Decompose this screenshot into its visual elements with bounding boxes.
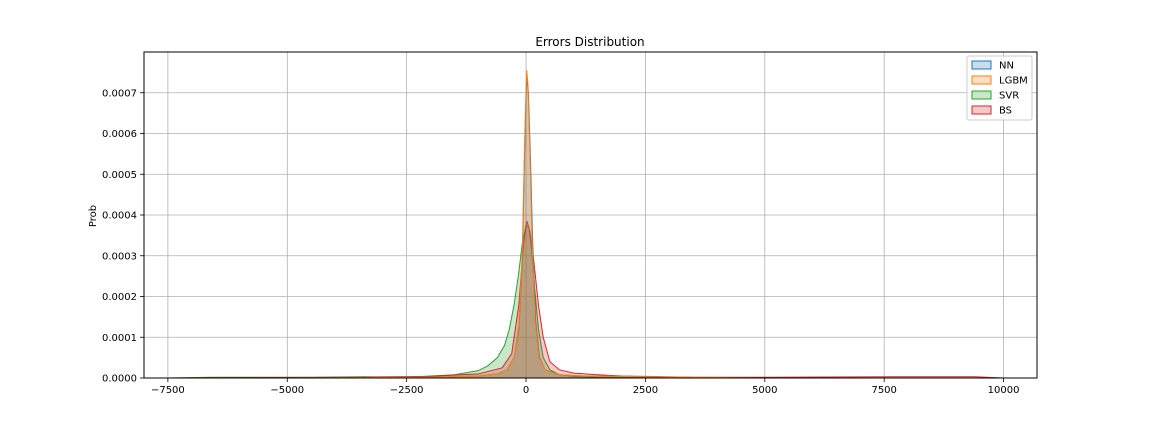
- legend-label-bs: BS: [999, 106, 1012, 117]
- y-tick-label: 0.0000: [102, 374, 137, 385]
- legend-swatch-bs: [971, 105, 992, 115]
- x-tick-label: 7500: [871, 385, 896, 396]
- y-tick-label: 0.0003: [102, 251, 137, 262]
- line-lgbm: [167, 70, 1004, 379]
- legend-label-lgbm: LGBM: [999, 76, 1028, 87]
- y-tick-label: 0.0007: [102, 88, 137, 99]
- legend-swatch-lgbm: [971, 75, 992, 85]
- x-tick-label: −7500: [151, 385, 185, 396]
- y-axis: 0.0000 0.0001 0.0002 0.0003 0.0004 0.0005 0.00…: [102, 88, 144, 385]
- x-tick-label: −5000: [270, 385, 304, 396]
- x-tick-label: 2500: [633, 385, 658, 396]
- legend: NN LGBM SVR BS: [966, 55, 1033, 121]
- x-tick-label: 0: [523, 385, 529, 396]
- x-tick-label: −2500: [390, 385, 424, 396]
- chart-title: Errors Distribution: [535, 35, 644, 49]
- legend-swatch-svr: [971, 90, 992, 100]
- legend-box: [966, 55, 1033, 121]
- y-tick-label: 0.0002: [102, 292, 137, 303]
- legend-label-nn: NN: [999, 61, 1014, 72]
- y-tick-label: 0.0001: [102, 333, 137, 344]
- legend-swatch-nn: [971, 60, 992, 70]
- y-tick-label: 0.0005: [102, 170, 137, 181]
- y-axis-label: Prob: [88, 205, 99, 227]
- x-tick-label: 10000: [988, 385, 1020, 396]
- x-axis: −7500 −5000 −2500 0 2500 5000 7500 10000: [151, 378, 1020, 396]
- y-tick-label: 0.0006: [102, 129, 137, 140]
- x-tick-label: 5000: [752, 385, 777, 396]
- legend-label-svr: SVR: [999, 91, 1019, 102]
- y-tick-label: 0.0004: [102, 211, 137, 222]
- series-layer: [167, 70, 1004, 379]
